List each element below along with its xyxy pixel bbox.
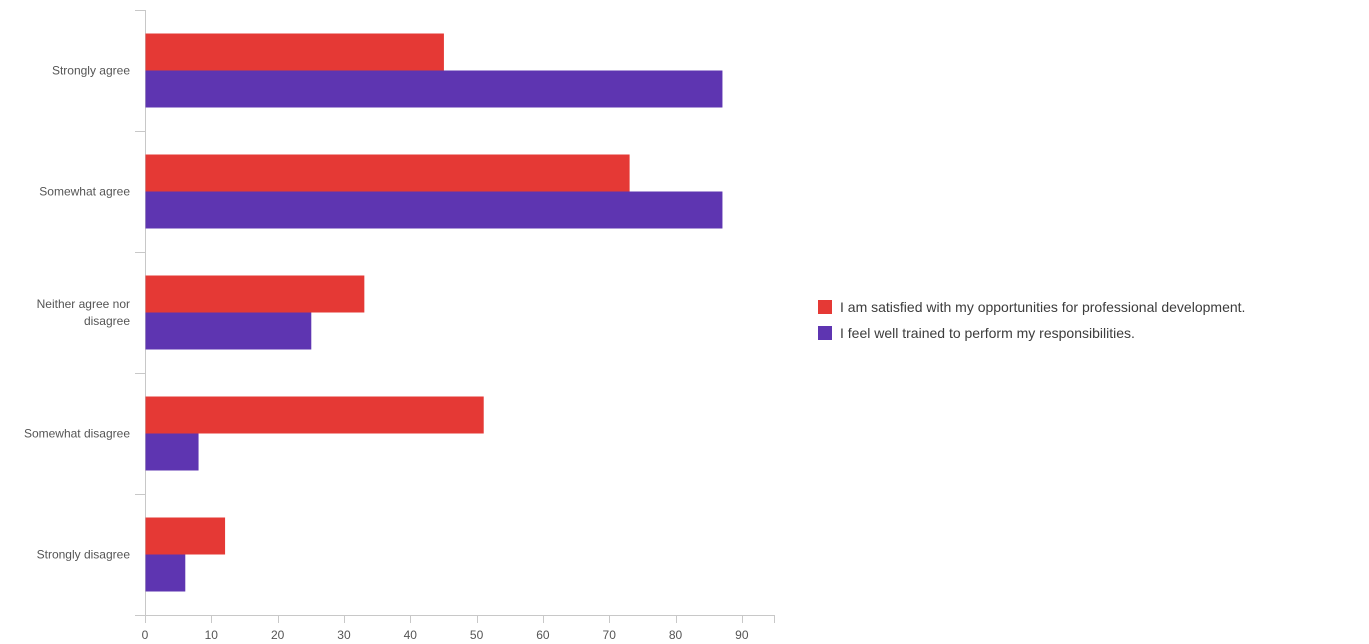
y-category-label-line: Neither agree nor bbox=[37, 297, 130, 311]
legend-item-series-2: I feel well trained to perform my respon… bbox=[818, 323, 1245, 343]
x-tick-label: 90 bbox=[735, 628, 749, 642]
bar-chart: 0 10 20 30 40 50 60 70 80 90 Strongly agree Somewha… bbox=[24, 10, 775, 642]
legend-item-series-1: I am satisfied with my opportunities for… bbox=[818, 297, 1245, 317]
y-category-label-line: Somewhat agree bbox=[39, 185, 130, 199]
x-tick-label: 10 bbox=[205, 628, 219, 642]
bar-series-2 bbox=[145, 554, 186, 592]
y-category-label: Neither agree nor disagree bbox=[37, 297, 131, 328]
bar-series-1 bbox=[145, 33, 444, 71]
legend-label-series-2: I feel well trained to perform my respon… bbox=[840, 325, 1135, 341]
bar-series-2 bbox=[145, 191, 723, 229]
x-tick-label: 70 bbox=[603, 628, 617, 642]
legend-label-series-1: I am satisfied with my opportunities for… bbox=[840, 299, 1246, 315]
bar-series-1 bbox=[145, 517, 226, 555]
y-category-label-line: Somewhat disagree bbox=[24, 427, 130, 441]
y-category-label: Strongly agree bbox=[52, 64, 130, 78]
x-tick-label: 50 bbox=[470, 628, 484, 642]
x-tick-label: 30 bbox=[337, 628, 351, 642]
x-tick-label: 20 bbox=[271, 628, 285, 642]
y-category-label-line: disagree bbox=[84, 314, 130, 328]
x-tick-label: 60 bbox=[536, 628, 550, 642]
y-category-label-line: Strongly agree bbox=[52, 64, 130, 78]
y-category-label: Strongly disagree bbox=[37, 548, 131, 562]
bar-series-2 bbox=[145, 312, 312, 350]
legend-swatch-series-1 bbox=[818, 300, 832, 314]
x-tick-label: 40 bbox=[404, 628, 418, 642]
y-category-label: Somewhat agree bbox=[39, 185, 130, 199]
y-category-label: Somewhat disagree bbox=[24, 427, 130, 441]
x-tick-label: 80 bbox=[669, 628, 683, 642]
x-tick-label: 0 bbox=[142, 628, 149, 642]
bar-series-1 bbox=[145, 275, 365, 313]
bar-series-1 bbox=[145, 154, 630, 192]
y-category-label-line: Strongly disagree bbox=[37, 548, 131, 562]
bar-series-1 bbox=[145, 396, 484, 434]
bar-series-2 bbox=[145, 433, 199, 471]
bar-series-2 bbox=[145, 70, 723, 108]
legend-swatch-series-2 bbox=[818, 326, 832, 340]
legend: I am satisfied with my opportunities for… bbox=[818, 297, 1245, 349]
